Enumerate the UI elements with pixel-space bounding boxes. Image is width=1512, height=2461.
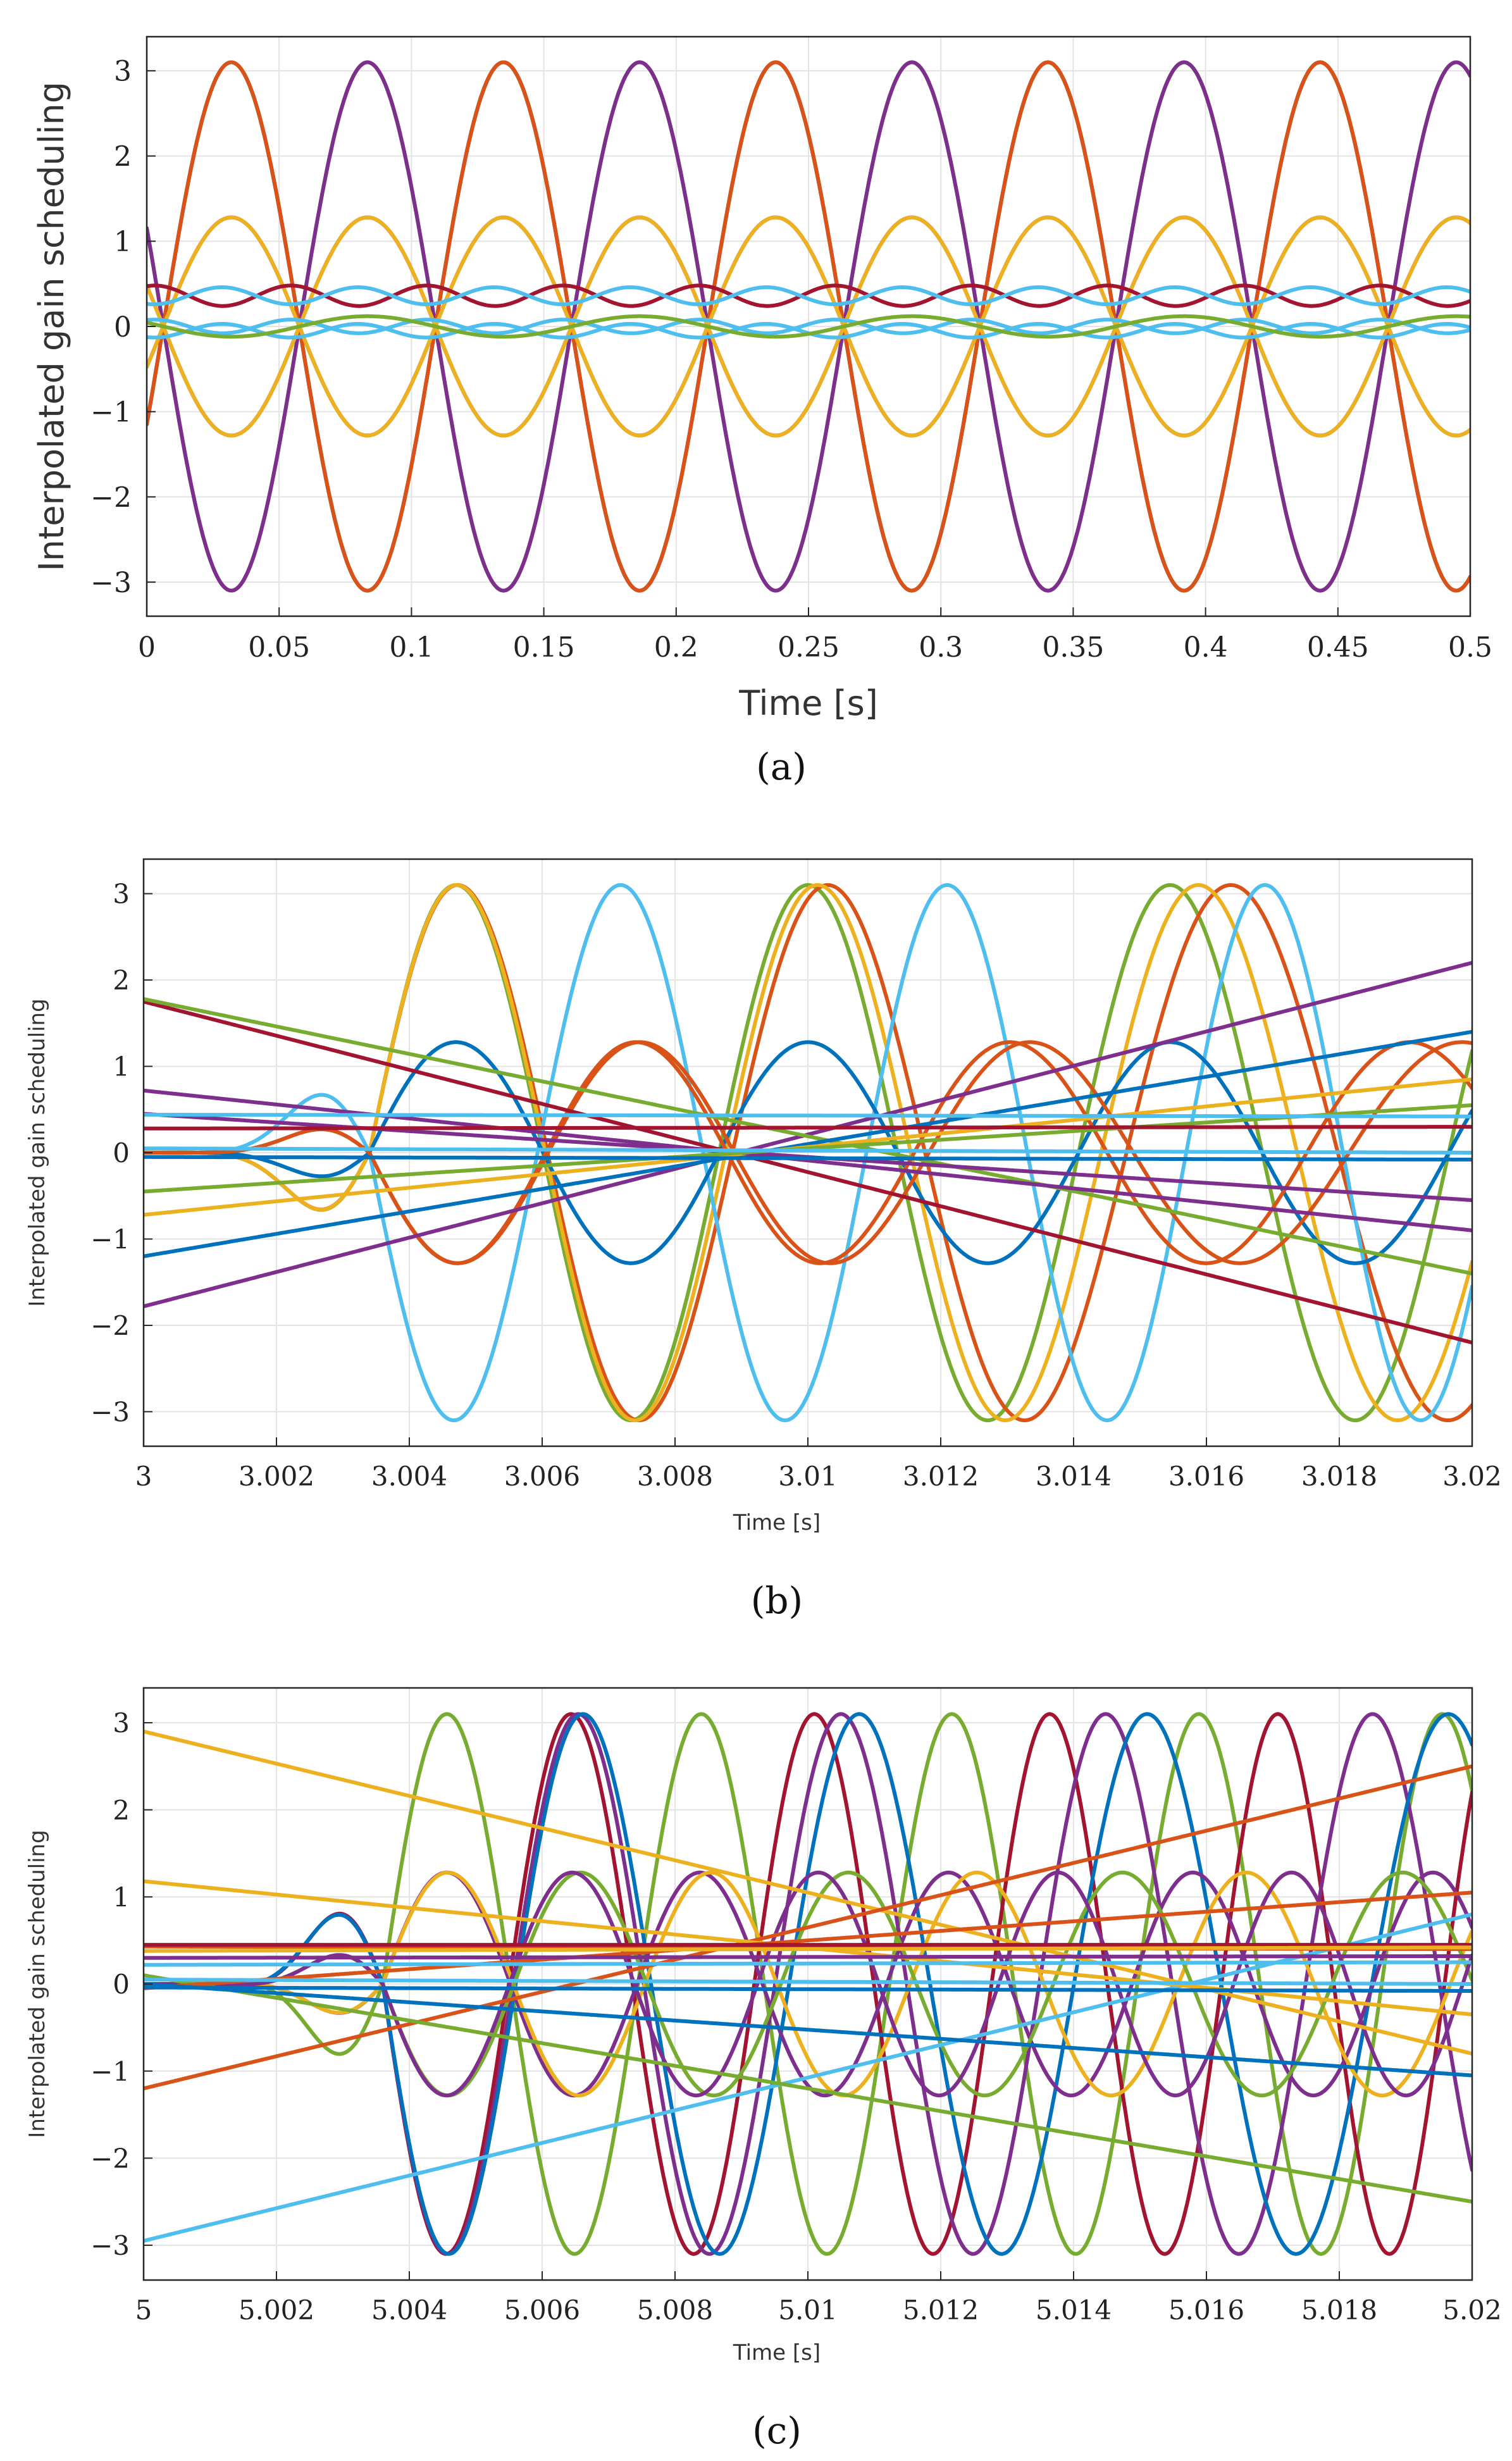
y-tick-label-a-4: 1 bbox=[114, 226, 132, 258]
y-tick-label-b-1: −2 bbox=[90, 1310, 130, 1341]
series-line-b-yellow bbox=[144, 883, 1472, 1423]
x-tick-label-c-6: 5.012 bbox=[903, 2295, 979, 2326]
series-line-a-green-small bbox=[147, 314, 1470, 339]
x-tick-label-c-9: 5.018 bbox=[1301, 2295, 1377, 2326]
y-axis-label-c: Interpolated gain scheduling bbox=[25, 1830, 50, 2138]
series-line-c-purple-flat bbox=[144, 1954, 1472, 1960]
x-tick-label-b-10: 3.02 bbox=[1442, 1461, 1502, 1492]
y-tick-label-a-0: −3 bbox=[90, 567, 132, 599]
chart-panel-b: 3 3.002 3.004 3.006 3.008 3.01 3.012 3.014 3.016… bbox=[25, 858, 1502, 1622]
x-axis-label-c: Time [s] bbox=[733, 2340, 821, 2365]
series-line-c-orange-line bbox=[144, 1764, 1472, 2091]
series-line-a-orange-red bbox=[147, 60, 1470, 593]
series-line-a-cyan-b bbox=[147, 318, 1470, 335]
x-tick-label-b-7: 3.014 bbox=[1036, 1461, 1112, 1492]
x-tick-label-b-8: 3.016 bbox=[1168, 1461, 1244, 1492]
chart-panel-c: 5 5.002 5.004 5.006 5.008 5.01 5.012 5.014 5.016… bbox=[25, 1687, 1502, 2452]
series-line-b-blue-line bbox=[144, 1029, 1472, 1258]
y-axis-label-b: Interpolated gain scheduling bbox=[25, 998, 50, 1306]
y-tick-label-a-6: 3 bbox=[114, 56, 132, 88]
y-tick-label-b-3: 0 bbox=[113, 1138, 130, 1169]
x-tick-label-a-2: 0.1 bbox=[389, 631, 433, 664]
y-tick-label-c-0: −3 bbox=[90, 2230, 130, 2261]
x-tick-label-a-6: 0.3 bbox=[919, 631, 963, 664]
x-tick-label-c-7: 5.014 bbox=[1036, 2295, 1112, 2326]
series-line-b-dark-red-line bbox=[144, 1000, 1472, 1345]
x-tick-label-a-9: 0.45 bbox=[1307, 631, 1369, 664]
series-line-c-orange-line-b bbox=[144, 1890, 1472, 1990]
series-line-c-green-line bbox=[144, 1973, 1472, 2204]
y-tick-label-a-5: 2 bbox=[114, 140, 132, 173]
series-line-c-blue-flat bbox=[144, 1985, 1472, 1993]
x-tick-label-c-4: 5.008 bbox=[637, 2295, 713, 2326]
series-line-c-green bbox=[144, 1712, 1472, 2256]
x-tick-label-b-2: 3.004 bbox=[371, 1461, 447, 1492]
y-tick-label-a-3: 0 bbox=[114, 311, 132, 344]
y-axis-label-a: Interpolated gain scheduling bbox=[32, 82, 71, 571]
y-tick-label-c-3: 0 bbox=[113, 1969, 130, 2000]
y-tick-label-c-1: −2 bbox=[90, 2143, 130, 2174]
y-tick-label-c-2: −1 bbox=[90, 2056, 130, 2087]
x-tick-label-a-4: 0.2 bbox=[654, 631, 698, 664]
series-line-c-yellow-flat bbox=[144, 1945, 1472, 1953]
y-tick-label-a-1: −2 bbox=[90, 481, 132, 514]
panel-caption-b: (b) bbox=[751, 1579, 803, 1622]
panel-caption-c: (c) bbox=[752, 2409, 802, 2452]
series-line-b-cyan-flat-b bbox=[144, 1146, 1472, 1155]
series-line-a-purple bbox=[147, 60, 1470, 593]
y-tick-label-b-5: 2 bbox=[113, 965, 130, 996]
x-tick-label-a-8: 0.4 bbox=[1184, 631, 1228, 664]
x-tick-label-c-8: 5.016 bbox=[1168, 2295, 1244, 2326]
x-tick-label-a-7: 0.35 bbox=[1042, 631, 1104, 664]
series-line-c-cyan-line bbox=[144, 1912, 1472, 2243]
x-tick-label-c-0: 5 bbox=[135, 2295, 152, 2326]
series-line-b-cyan bbox=[144, 883, 1472, 1423]
y-tick-label-b-0: −3 bbox=[90, 1397, 130, 1428]
series-line-b-green-line-b bbox=[144, 1103, 1472, 1194]
series-line-c-yellow-mid bbox=[144, 1870, 1472, 2098]
series-line-a-yellow-b bbox=[147, 215, 1470, 438]
x-tick-label-c-10: 5.02 bbox=[1442, 2295, 1502, 2326]
series-line-b-dark-red-flat bbox=[144, 1125, 1472, 1131]
x-axis-label-a: Time [s] bbox=[738, 683, 878, 723]
series-line-a-cyan bbox=[147, 285, 1470, 306]
y-tick-label-c-5: 2 bbox=[113, 1795, 130, 1826]
series-line-b-green-line bbox=[144, 997, 1472, 1276]
x-tick-label-b-6: 3.012 bbox=[903, 1461, 979, 1492]
y-tick-label-c-6: 3 bbox=[113, 1708, 130, 1739]
series-line-c-cyan-flat-b bbox=[144, 1978, 1472, 1986]
series-line-b-cyan-flat bbox=[144, 1113, 1472, 1119]
panel-caption-a: (a) bbox=[756, 745, 807, 788]
x-tick-label-a-0: 0 bbox=[138, 631, 156, 664]
x-tick-label-a-10: 0.5 bbox=[1448, 631, 1492, 664]
y-tick-label-b-2: −1 bbox=[90, 1224, 130, 1255]
series-line-c-blue bbox=[144, 1712, 1472, 2256]
series-line-a-dark-red bbox=[147, 283, 1470, 308]
x-tick-label-b-0: 3 bbox=[135, 1461, 152, 1492]
series-line-b-blue-flat bbox=[144, 1155, 1472, 1162]
x-tick-label-b-5: 3.01 bbox=[778, 1461, 838, 1492]
x-tick-label-b-9: 3.018 bbox=[1301, 1461, 1377, 1492]
y-tick-label-b-6: 3 bbox=[113, 879, 130, 910]
chart-panel-a: 0 0.05 0.1 0.15 0.2 0.25 0.3 0.35 0.4 0.45 0.5 −3 −… bbox=[32, 35, 1492, 788]
x-axis-label-b: Time [s] bbox=[733, 1510, 821, 1535]
x-tick-label-b-1: 3.002 bbox=[239, 1461, 314, 1492]
series-line-c-yellow-line bbox=[144, 1729, 1472, 2056]
x-tick-label-b-3: 3.006 bbox=[504, 1461, 580, 1492]
x-tick-label-c-5: 5.01 bbox=[778, 2295, 838, 2326]
x-tick-label-a-3: 0.15 bbox=[513, 631, 575, 664]
x-tick-label-b-4: 3.008 bbox=[637, 1461, 713, 1492]
x-tick-label-a-5: 0.25 bbox=[778, 631, 840, 664]
x-tick-label-c-3: 5.006 bbox=[504, 2295, 580, 2326]
y-tick-label-a-2: −1 bbox=[90, 397, 132, 429]
x-tick-label-c-2: 5.004 bbox=[371, 2295, 447, 2326]
series-line-c-cyan-flat bbox=[144, 1960, 1472, 1967]
y-tick-label-b-4: 1 bbox=[113, 1051, 130, 1082]
x-tick-label-a-1: 0.05 bbox=[248, 631, 310, 664]
y-tick-label-c-4: 1 bbox=[113, 1881, 130, 1912]
series-line-c-blue-line bbox=[144, 1982, 1472, 2078]
x-tick-label-c-1: 5.002 bbox=[239, 2295, 314, 2326]
